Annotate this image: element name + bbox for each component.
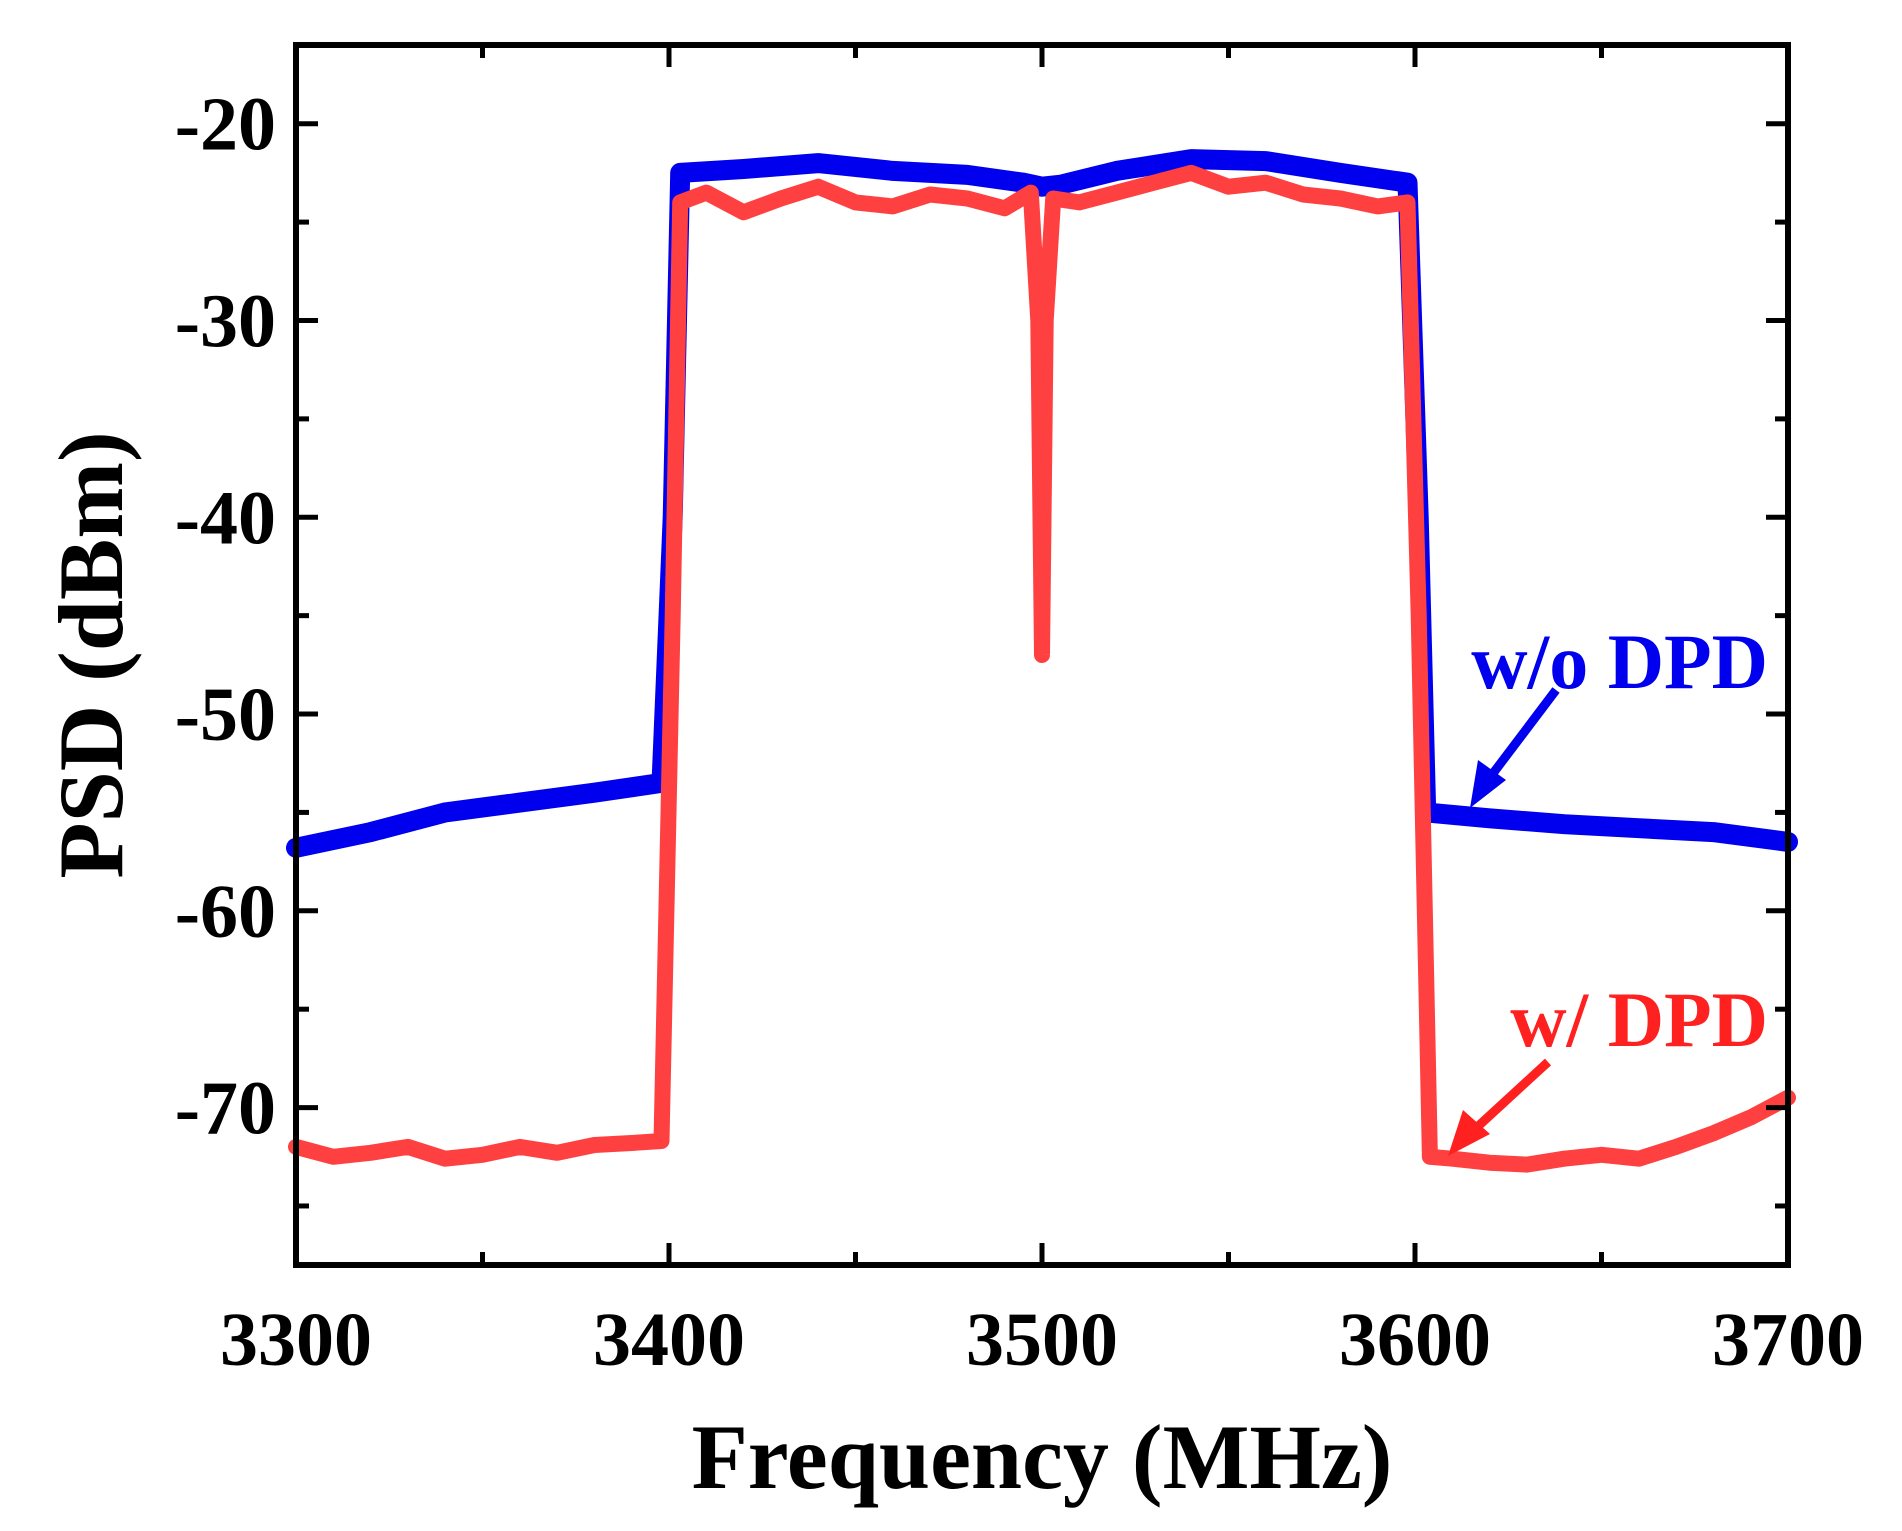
y-tick-label: -50: [175, 673, 276, 757]
series-line-with-dpd: [288, 164, 1796, 1173]
x-tick-label: 3600: [1339, 1298, 1491, 1382]
annotation-with-dpd: w/ DPD: [1448, 976, 1768, 1156]
series-line-without-dpd: [286, 149, 1798, 858]
y-tick-label: -40: [175, 476, 276, 560]
x-tick-label: 3300: [220, 1298, 372, 1382]
x-tick-label: 3400: [593, 1298, 745, 1382]
y-axis-title: PSD (dBm): [40, 431, 142, 878]
annotation-without-dpd-label: w/o DPD: [1471, 618, 1768, 705]
y-tick-label: -20: [175, 83, 276, 167]
x-tick-label: 3500: [966, 1298, 1118, 1382]
annotation-without-dpd-arrow-head: [1470, 760, 1506, 808]
annotation-with-dpd-arrow-shaft: [1470, 1058, 1552, 1134]
x-tick-label: 3700: [1712, 1298, 1864, 1382]
annotation-without-dpd: w/o DPD: [1470, 618, 1768, 808]
tick-labels: 3300 3400 3500 3600 3700 -20 -30 -40 -50 -60 -70: [175, 83, 1864, 1382]
ticks-layer: [293, 45, 1791, 1265]
x-axis-title: Frequency (MHz): [692, 1406, 1393, 1508]
annotation-with-dpd-arrow-head: [1448, 1110, 1490, 1156]
y-tick-label: -60: [175, 870, 276, 954]
annotation-with-dpd-label: w/ DPD: [1510, 976, 1768, 1063]
y-tick-label: -70: [175, 1067, 276, 1151]
annotation-without-dpd-arrow-shaft: [1484, 687, 1560, 783]
series-layer: [286, 149, 1798, 1173]
y-tick-label: -30: [175, 279, 276, 363]
